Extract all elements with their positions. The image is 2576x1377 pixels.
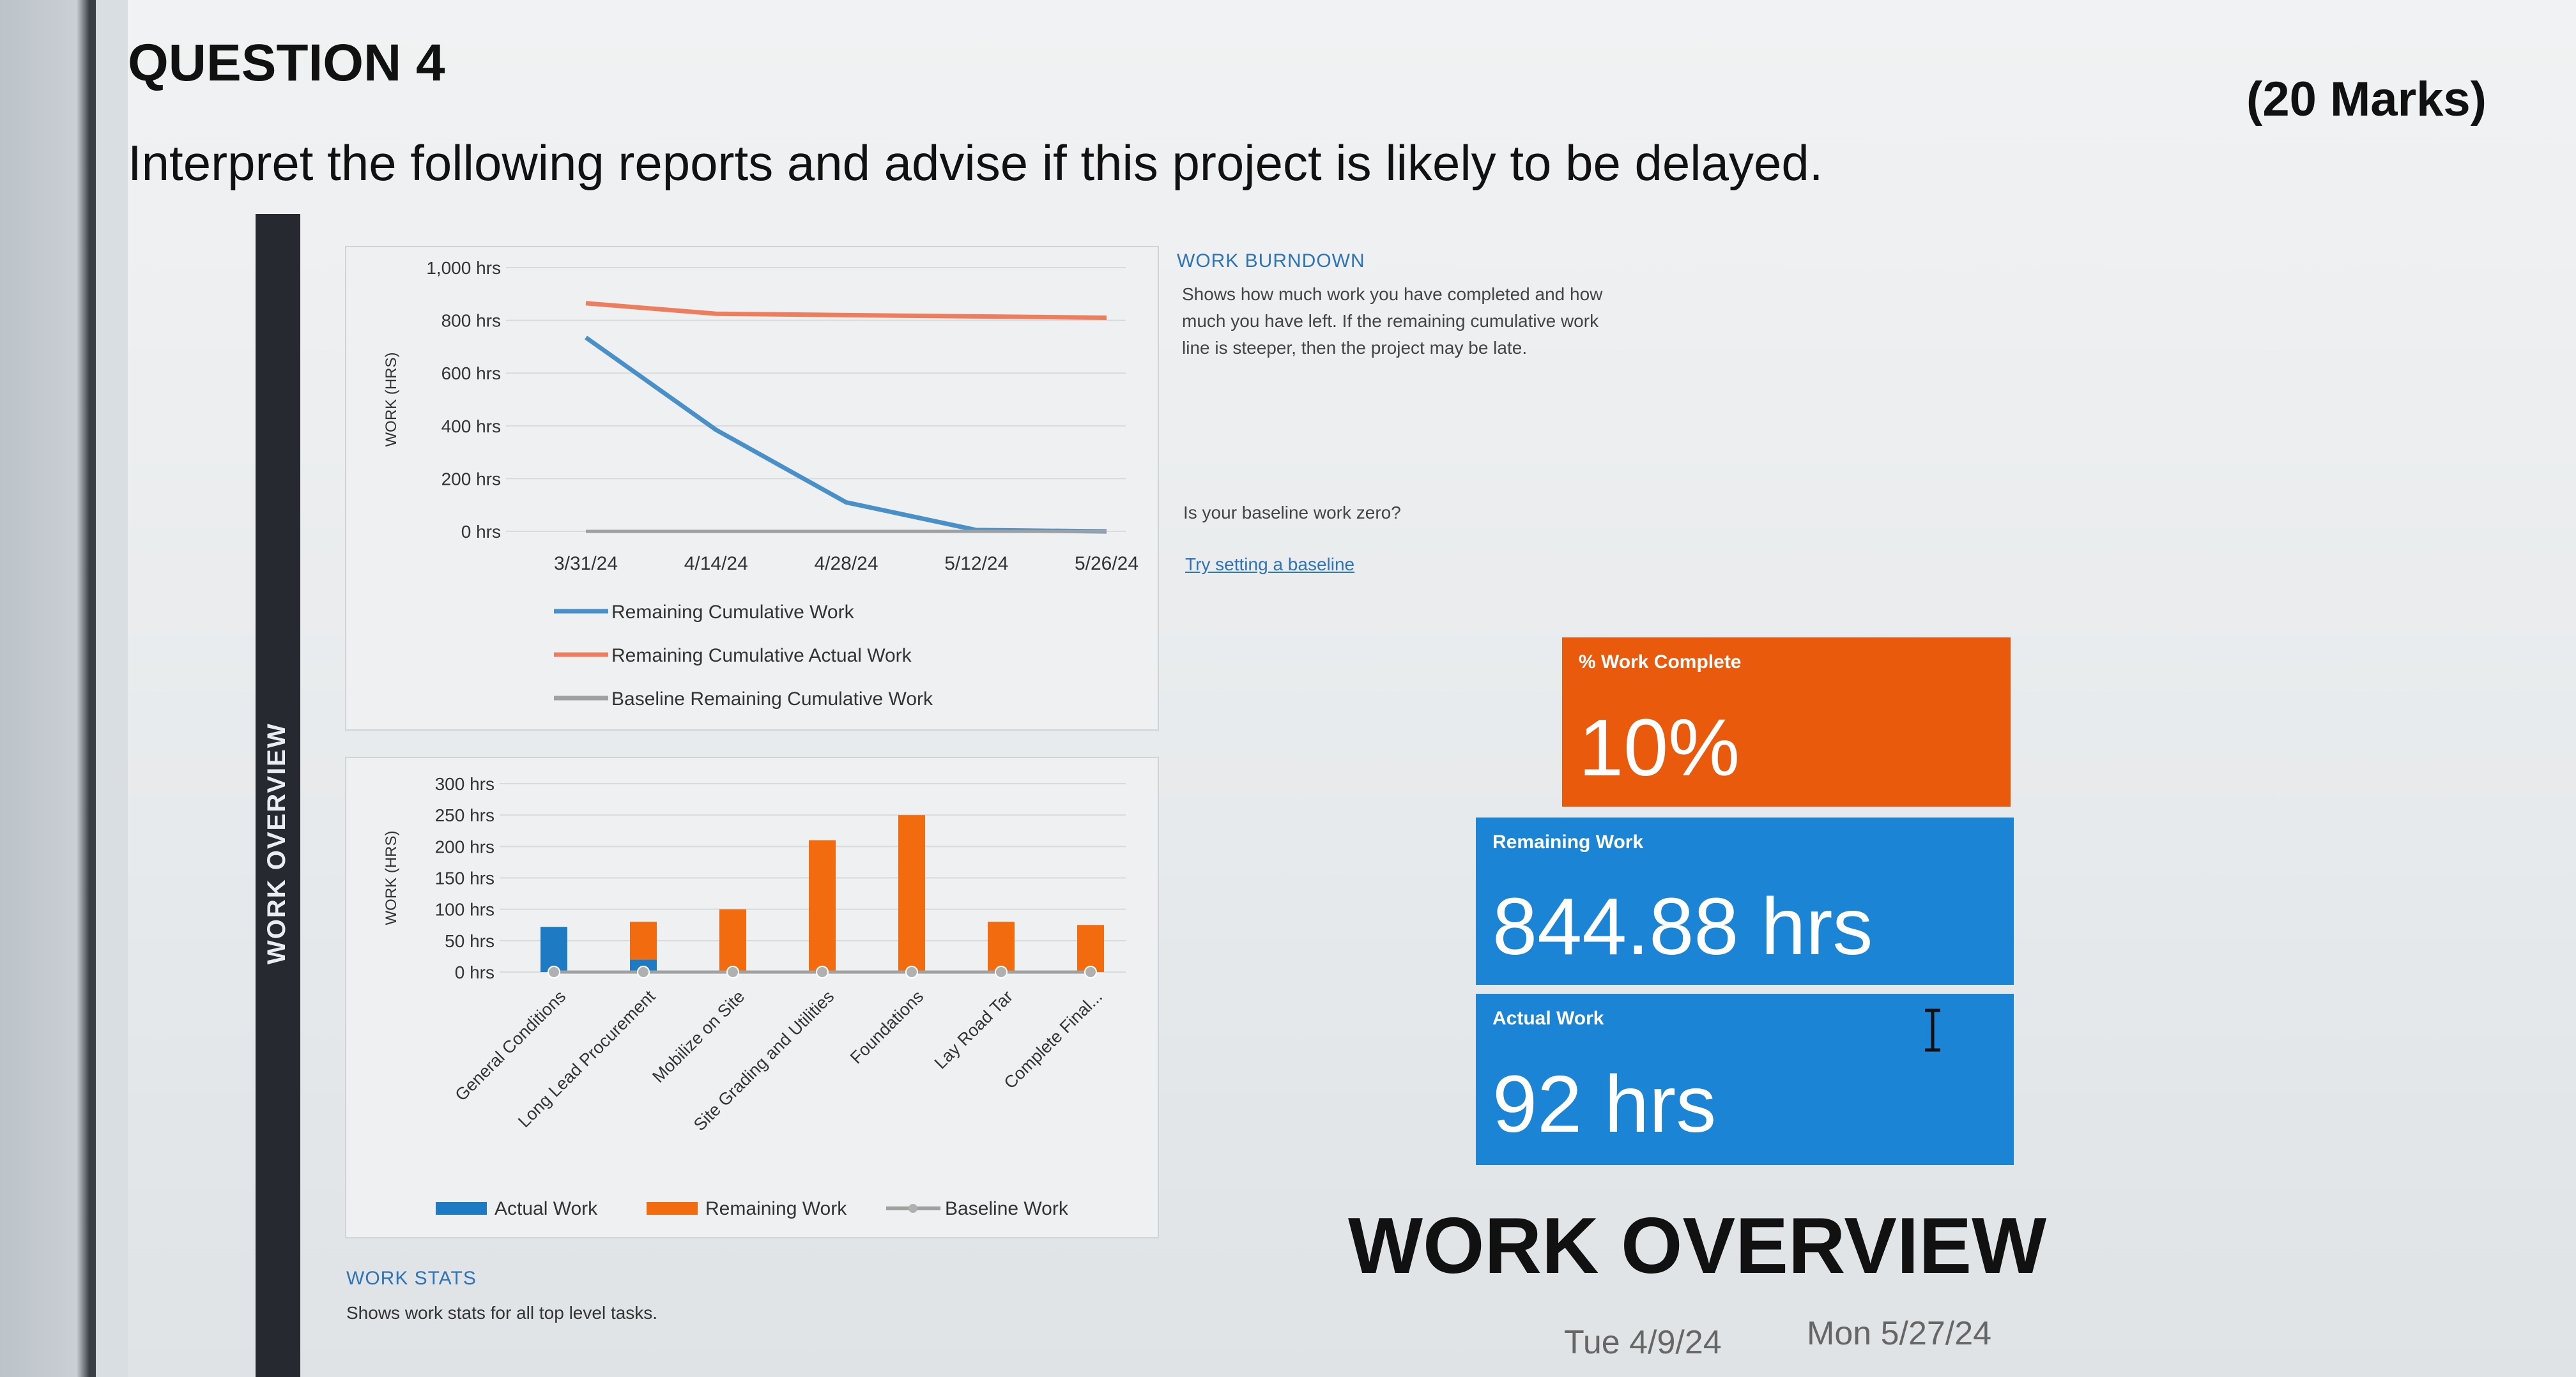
actual-work-label: Actual Work [1492, 1008, 1604, 1029]
stats-category-label: Lay Road Tar [931, 987, 1016, 1072]
burndown-legend-label: Remaining Cumulative Actual Work [611, 645, 912, 666]
stats-bar-remaining [630, 922, 657, 960]
stats-baseline-point [905, 966, 918, 978]
burndown-series-line [584, 335, 1107, 534]
burndown-y-tick-label: 800 hrs [441, 311, 501, 331]
burndown-x-tick-label: 5/26/24 [1075, 553, 1138, 574]
stats-bar-remaining [1077, 925, 1104, 972]
stats-y-tick-label: 150 hrs [435, 869, 494, 888]
finish-date: Mon 5/27/24 [1807, 1315, 1992, 1352]
stats-y-tick-label: 300 hrs [435, 774, 494, 794]
stats-legend-label: Actual Work [494, 1198, 598, 1219]
stats-bar-remaining [898, 815, 925, 972]
stats-legend-label: Remaining Work [705, 1198, 847, 1219]
work-stats-description: Shows work stats for all top level tasks… [346, 1303, 658, 1323]
report-side-label: WORK OVERVIEW [263, 722, 291, 964]
work-stats-chart-panel: 0 hrs 50 hrs 100 hrs 150 hrs 200 hrs 250 hrs 3… [345, 757, 1159, 1238]
monitor-bezel-left [0, 0, 96, 1377]
actual-work-tile: Actual Work 92 hrs [1476, 994, 2014, 1165]
stats-bar-remaining [988, 922, 1015, 972]
stats-legend-swatch [647, 1202, 698, 1215]
baseline-question: Is your baseline work zero? [1183, 503, 1401, 522]
burndown-legend-label: Baseline Remaining Cumulative Work [611, 688, 933, 710]
remaining-work-label: Remaining Work [1492, 832, 1644, 853]
work-complete-value: 10% [1579, 703, 1740, 793]
burndown-x-tick-label: 4/28/24 [814, 553, 878, 574]
remaining-work-tile: Remaining Work 844.88 hrs [1476, 818, 2014, 985]
report-side-band [256, 214, 300, 1377]
burndown-y-axis-label: WORK (HRS) [383, 353, 400, 447]
burndown-section-title: WORK BURNDOWN [1177, 250, 1365, 271]
actual-work-value: 92 hrs [1492, 1059, 1717, 1149]
work-overview-title: WORK OVERVIEW [1348, 1202, 2047, 1290]
stats-y-tick-label: 250 hrs [435, 805, 494, 825]
burndown-y-tick-label: 0 hrs [461, 522, 501, 542]
question-title: QUESTION 4 [128, 34, 445, 92]
stats-baseline-point [548, 966, 560, 978]
stats-category-label: Complete Final... [1000, 987, 1107, 1093]
stats-baseline-point [637, 966, 650, 978]
burndown-series-line [585, 301, 1107, 320]
burndown-chart: 0 hrs 200 hrs 400 hrs 600 hrs 800 hrs 1,000 h… [383, 258, 1138, 710]
stats-category-label: Mobilize on Site [648, 987, 748, 1086]
stats-y-axis-label: WORK (HRS) [383, 831, 400, 925]
work-complete-tile: % Work Complete 10% [1562, 637, 2011, 807]
stats-legend-marker [908, 1204, 917, 1213]
marks-label: (20 Marks) [2246, 72, 2487, 126]
burndown-description: Shows how much work you have completed a… [1182, 284, 1603, 358]
work-stats-section-title: WORK STATS [346, 1268, 477, 1289]
stats-baseline-point [995, 966, 1008, 978]
burndown-chart-panel: 0 hrs 200 hrs 400 hrs 600 hrs 800 hrs 1,000 h… [345, 246, 1159, 731]
burndown-y-tick-label: 200 hrs [441, 469, 501, 489]
burndown-y-tick-label: 600 hrs [441, 363, 501, 383]
work-stats-chart: 0 hrs 50 hrs 100 hrs 150 hrs 200 hrs 250 hrs 3… [383, 774, 1126, 1219]
remaining-work-value: 844.88 hrs [1492, 881, 1873, 971]
burndown-legend-label: Remaining Cumulative Work [611, 602, 855, 623]
burndown-x-tick-label: 3/31/24 [554, 553, 618, 574]
stats-baseline-point [726, 966, 739, 978]
stats-y-tick-label: 50 hrs [445, 931, 494, 951]
stats-y-tick-label: 0 hrs [455, 962, 494, 982]
stats-category-label: Foundations [847, 987, 927, 1067]
burndown-x-tick-label: 5/12/24 [944, 553, 1008, 574]
burndown-y-tick-label: 400 hrs [441, 416, 501, 436]
work-complete-label: % Work Complete [1579, 651, 1742, 673]
stats-bar-actual [540, 927, 567, 972]
stats-bar-remaining [809, 840, 836, 972]
start-date: Tue 4/9/24 [1564, 1324, 1722, 1361]
text-cursor-icon [1925, 1008, 1940, 1052]
stats-legend-swatch [436, 1202, 487, 1215]
setup-baseline-link[interactable]: Try setting a baseline [1185, 554, 1355, 574]
stats-bar-remaining [719, 909, 746, 972]
stats-baseline-point [1084, 966, 1097, 978]
burndown-y-tick-label: 1,000 hrs [426, 258, 501, 278]
stats-baseline-point [816, 966, 829, 978]
question-instruction: Interpret the following reports and advi… [128, 135, 1823, 191]
burndown-x-tick-label: 4/14/24 [684, 553, 748, 574]
stats-y-tick-label: 100 hrs [435, 900, 494, 920]
stats-legend-label: Baseline Work [945, 1198, 1069, 1219]
stats-y-tick-label: 200 hrs [435, 837, 494, 856]
